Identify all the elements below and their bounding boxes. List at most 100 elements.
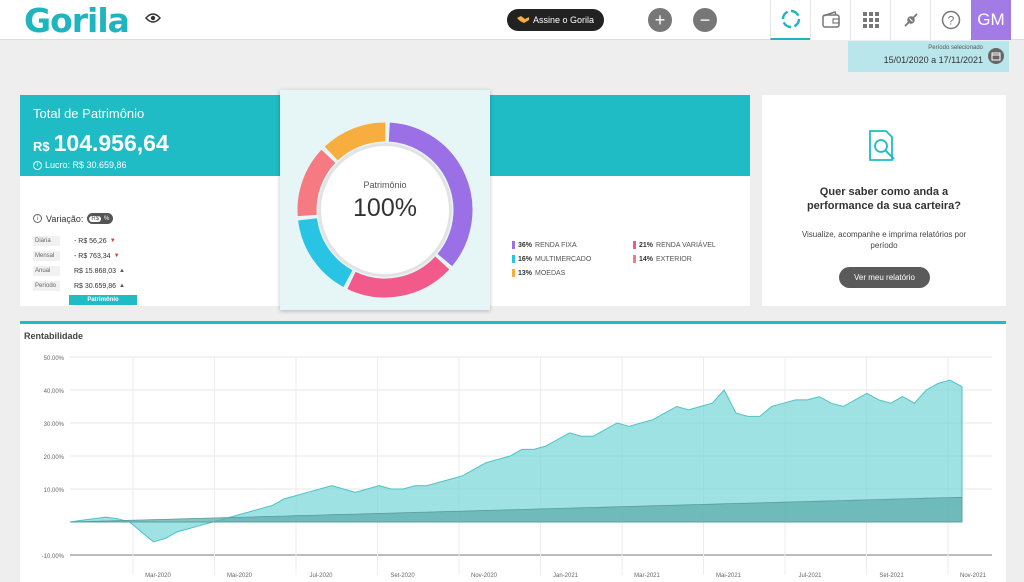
variation-row: i Variação: R$% bbox=[33, 213, 114, 224]
allocation-donut-card: Patrimônio 100% bbox=[280, 90, 490, 310]
user-avatar[interactable]: GM bbox=[971, 0, 1011, 40]
period-label: Período selecionado bbox=[928, 45, 983, 51]
report-question: Quer saber como anda a performance da su… bbox=[806, 186, 962, 212]
trend-up-icon: ▲ bbox=[119, 283, 125, 289]
legend-swatch bbox=[633, 255, 636, 263]
variation-row-value: - R$ 56,26 bbox=[74, 237, 107, 245]
y-tick-label: -10.00% bbox=[42, 554, 65, 560]
nav-apps[interactable] bbox=[850, 0, 890, 40]
grid-icon bbox=[862, 12, 879, 28]
calendar-icon[interactable] bbox=[988, 48, 1004, 64]
benchmark-area[interactable] bbox=[69, 496, 963, 523]
toggle-currency: R$ bbox=[89, 215, 102, 222]
x-tick-label: Jul-2020 bbox=[309, 573, 333, 579]
nav-wallet[interactable] bbox=[810, 0, 850, 40]
y-tick-label: 30.00% bbox=[44, 422, 65, 428]
x-tick-label: Mar-2021 bbox=[634, 573, 660, 579]
variation-row-value: R$ 30.659,86 bbox=[74, 282, 117, 290]
handshake-icon bbox=[516, 15, 529, 25]
subscribe-button[interactable]: Assine o Gorila bbox=[507, 9, 604, 31]
profit-line: i Lucro: R$ 30.659,86 bbox=[33, 160, 127, 170]
chart-title: Rentabilidade bbox=[24, 331, 84, 341]
variation-row-label: Período bbox=[33, 281, 60, 291]
view-report-button[interactable]: Ver meu relatório bbox=[839, 267, 930, 288]
donut-center-bg bbox=[319, 144, 451, 276]
y-tick-label: 40.00% bbox=[44, 389, 65, 395]
wallet-icon bbox=[821, 11, 840, 28]
variation-row-label: Anual bbox=[33, 266, 60, 276]
trend-up-icon: ▲ bbox=[119, 268, 125, 274]
toggle-percent: % bbox=[104, 215, 110, 222]
legend-item: 16% MULTIMERCADO bbox=[512, 255, 591, 263]
x-tick-label: Jul-2021 bbox=[798, 573, 822, 579]
info-icon[interactable]: i bbox=[33, 160, 42, 170]
minus-icon: − bbox=[699, 10, 711, 30]
variation-row-value: R$ 15.868,03 bbox=[74, 267, 117, 275]
donut-segment-0[interactable] bbox=[388, 122, 473, 267]
x-tick-label: Mai-2020 bbox=[227, 573, 253, 579]
nav-portfolio[interactable] bbox=[770, 0, 810, 40]
donut-segment-1[interactable] bbox=[347, 256, 450, 298]
x-tick-label: Set-2021 bbox=[879, 573, 904, 579]
nav-connections[interactable] bbox=[890, 0, 930, 40]
tab-patrimonio[interactable]: Patrimônio bbox=[69, 295, 137, 305]
donut-segment-4[interactable] bbox=[324, 122, 386, 161]
app-logo[interactable]: Gorila bbox=[24, 1, 130, 40]
variation-daily: Diária - R$ 56,26 ▼ bbox=[33, 235, 138, 247]
legend-item: 36% RENDA FIXA bbox=[512, 241, 577, 249]
eye-icon[interactable] bbox=[145, 11, 161, 29]
help-icon: ? bbox=[941, 10, 960, 30]
top-bar: Gorila Assine o Gorila + − ? GM bbox=[0, 0, 1024, 40]
total-title: Total de Patrimônio bbox=[33, 106, 145, 121]
y-tick-label: 50.00% bbox=[44, 356, 65, 362]
plug-icon bbox=[903, 13, 918, 27]
x-tick-label: Nov-2020 bbox=[471, 573, 498, 579]
donut-segment-2[interactable] bbox=[298, 217, 353, 288]
report-search-icon bbox=[867, 129, 897, 168]
nav-help[interactable]: ? bbox=[930, 0, 970, 40]
x-tick-label: Set-2020 bbox=[390, 573, 415, 579]
legend-pct: 36% bbox=[518, 241, 533, 249]
info-icon[interactable]: i bbox=[33, 214, 42, 223]
y-tick-label: 10.00% bbox=[44, 488, 65, 494]
legend-item: 13% MOEDAS bbox=[512, 269, 565, 277]
legend-pct: 14% bbox=[639, 255, 654, 263]
report-description: Visualize, acompanhe e imprima relatório… bbox=[801, 230, 967, 250]
subscribe-label: Assine o Gorila bbox=[532, 15, 595, 25]
legend-name: MULTIMERCADO bbox=[535, 255, 592, 263]
currency-symbol: R$ bbox=[33, 139, 50, 154]
donut-inner-ring bbox=[318, 143, 452, 277]
variation-monthly: Mensal - R$ 763,34 ▼ bbox=[33, 250, 138, 262]
donut-center-label: Patrimônio bbox=[363, 180, 407, 190]
legend-pct: 21% bbox=[639, 241, 654, 249]
currency-percent-toggle[interactable]: R$% bbox=[87, 213, 114, 224]
x-tick-label: Mar-2020 bbox=[145, 573, 171, 579]
plus-icon: + bbox=[654, 10, 666, 30]
trend-down-icon: ▼ bbox=[113, 253, 120, 259]
variation-row-value: - R$ 763,34 bbox=[74, 252, 111, 260]
variation-row-label: Diária bbox=[33, 236, 60, 246]
legend-swatch bbox=[512, 255, 515, 263]
legend-swatch bbox=[512, 269, 515, 277]
y-tick-label: 20.00% bbox=[44, 455, 65, 461]
svg-text:?: ? bbox=[947, 14, 954, 28]
profit-text: Lucro: R$ 30.659,86 bbox=[45, 160, 127, 170]
legend-swatch bbox=[633, 241, 636, 249]
donut-segment-3[interactable] bbox=[297, 149, 336, 217]
profitability-chart[interactable]: 50.00% 40.00% 30.00% 20.00% 10.00% -10.00% Mar… bbox=[20, 324, 1006, 582]
add-button[interactable]: + bbox=[648, 8, 672, 32]
legend-name: RENDA FIXA bbox=[535, 241, 577, 249]
allocation-donut[interactable] bbox=[280, 90, 490, 310]
total-amount: 104.956,64 bbox=[53, 130, 169, 156]
variation-period: Período R$ 30.659,86 ▲ bbox=[33, 280, 138, 292]
total-value: R$ 104.956,64 bbox=[33, 130, 169, 157]
legend-item: 21% RENDA VARIÁVEL bbox=[633, 241, 716, 249]
legend-item: 14% EXTERIOR bbox=[633, 255, 692, 263]
variation-yearly: Anual R$ 15.868,03 ▲ bbox=[33, 265, 138, 277]
x-tick-label: Nov-2021 bbox=[960, 573, 987, 579]
remove-button[interactable]: − bbox=[693, 8, 717, 32]
legend-name: EXTERIOR bbox=[656, 255, 692, 263]
period-value: 15/01/2020 a 17/11/2021 bbox=[883, 55, 983, 65]
period-selector[interactable]: Período selecionado 15/01/2020 a 17/11/2… bbox=[848, 41, 1009, 72]
legend-swatch bbox=[512, 241, 515, 249]
